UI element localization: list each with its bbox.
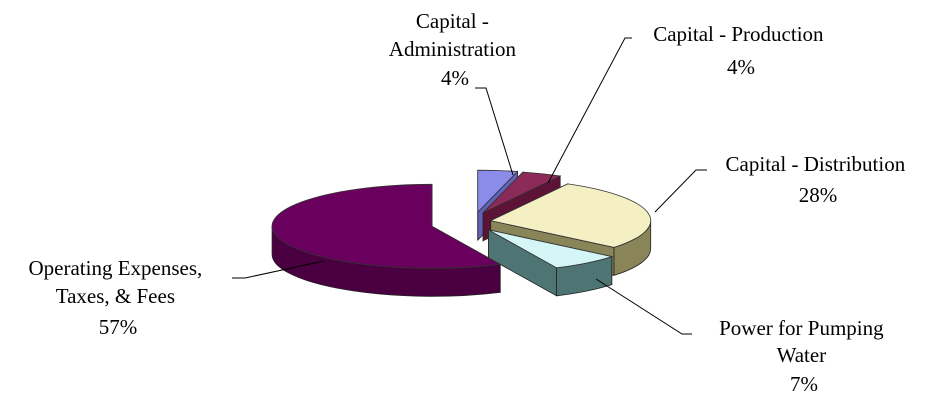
pie-slice-production bbox=[482, 171, 562, 214]
leader-line-power bbox=[595, 278, 692, 335]
leader-line-operating bbox=[232, 260, 325, 279]
slice-label-power: Power for Pumping Water 7% bbox=[719, 316, 889, 396]
pie-slice-administration bbox=[477, 169, 519, 214]
pie-slice-distribution bbox=[489, 183, 652, 248]
pie-slice-power bbox=[488, 229, 614, 269]
pie-slice-operating bbox=[271, 183, 502, 269]
slice-label-operating: Operating Expenses, Taxes, & Fees 57% bbox=[28, 256, 207, 339]
leader-line-distribution bbox=[654, 169, 707, 213]
slice-label-distribution: Capital - Distribution 28% bbox=[726, 152, 911, 207]
leader-line-production bbox=[547, 37, 632, 184]
leader-line-administration bbox=[475, 87, 514, 176]
slice-label-production: Capital - Production 4% bbox=[653, 22, 829, 79]
slice-label-administration: Capital - Administration 4% bbox=[389, 9, 521, 90]
pie-slice-tops bbox=[271, 169, 652, 269]
